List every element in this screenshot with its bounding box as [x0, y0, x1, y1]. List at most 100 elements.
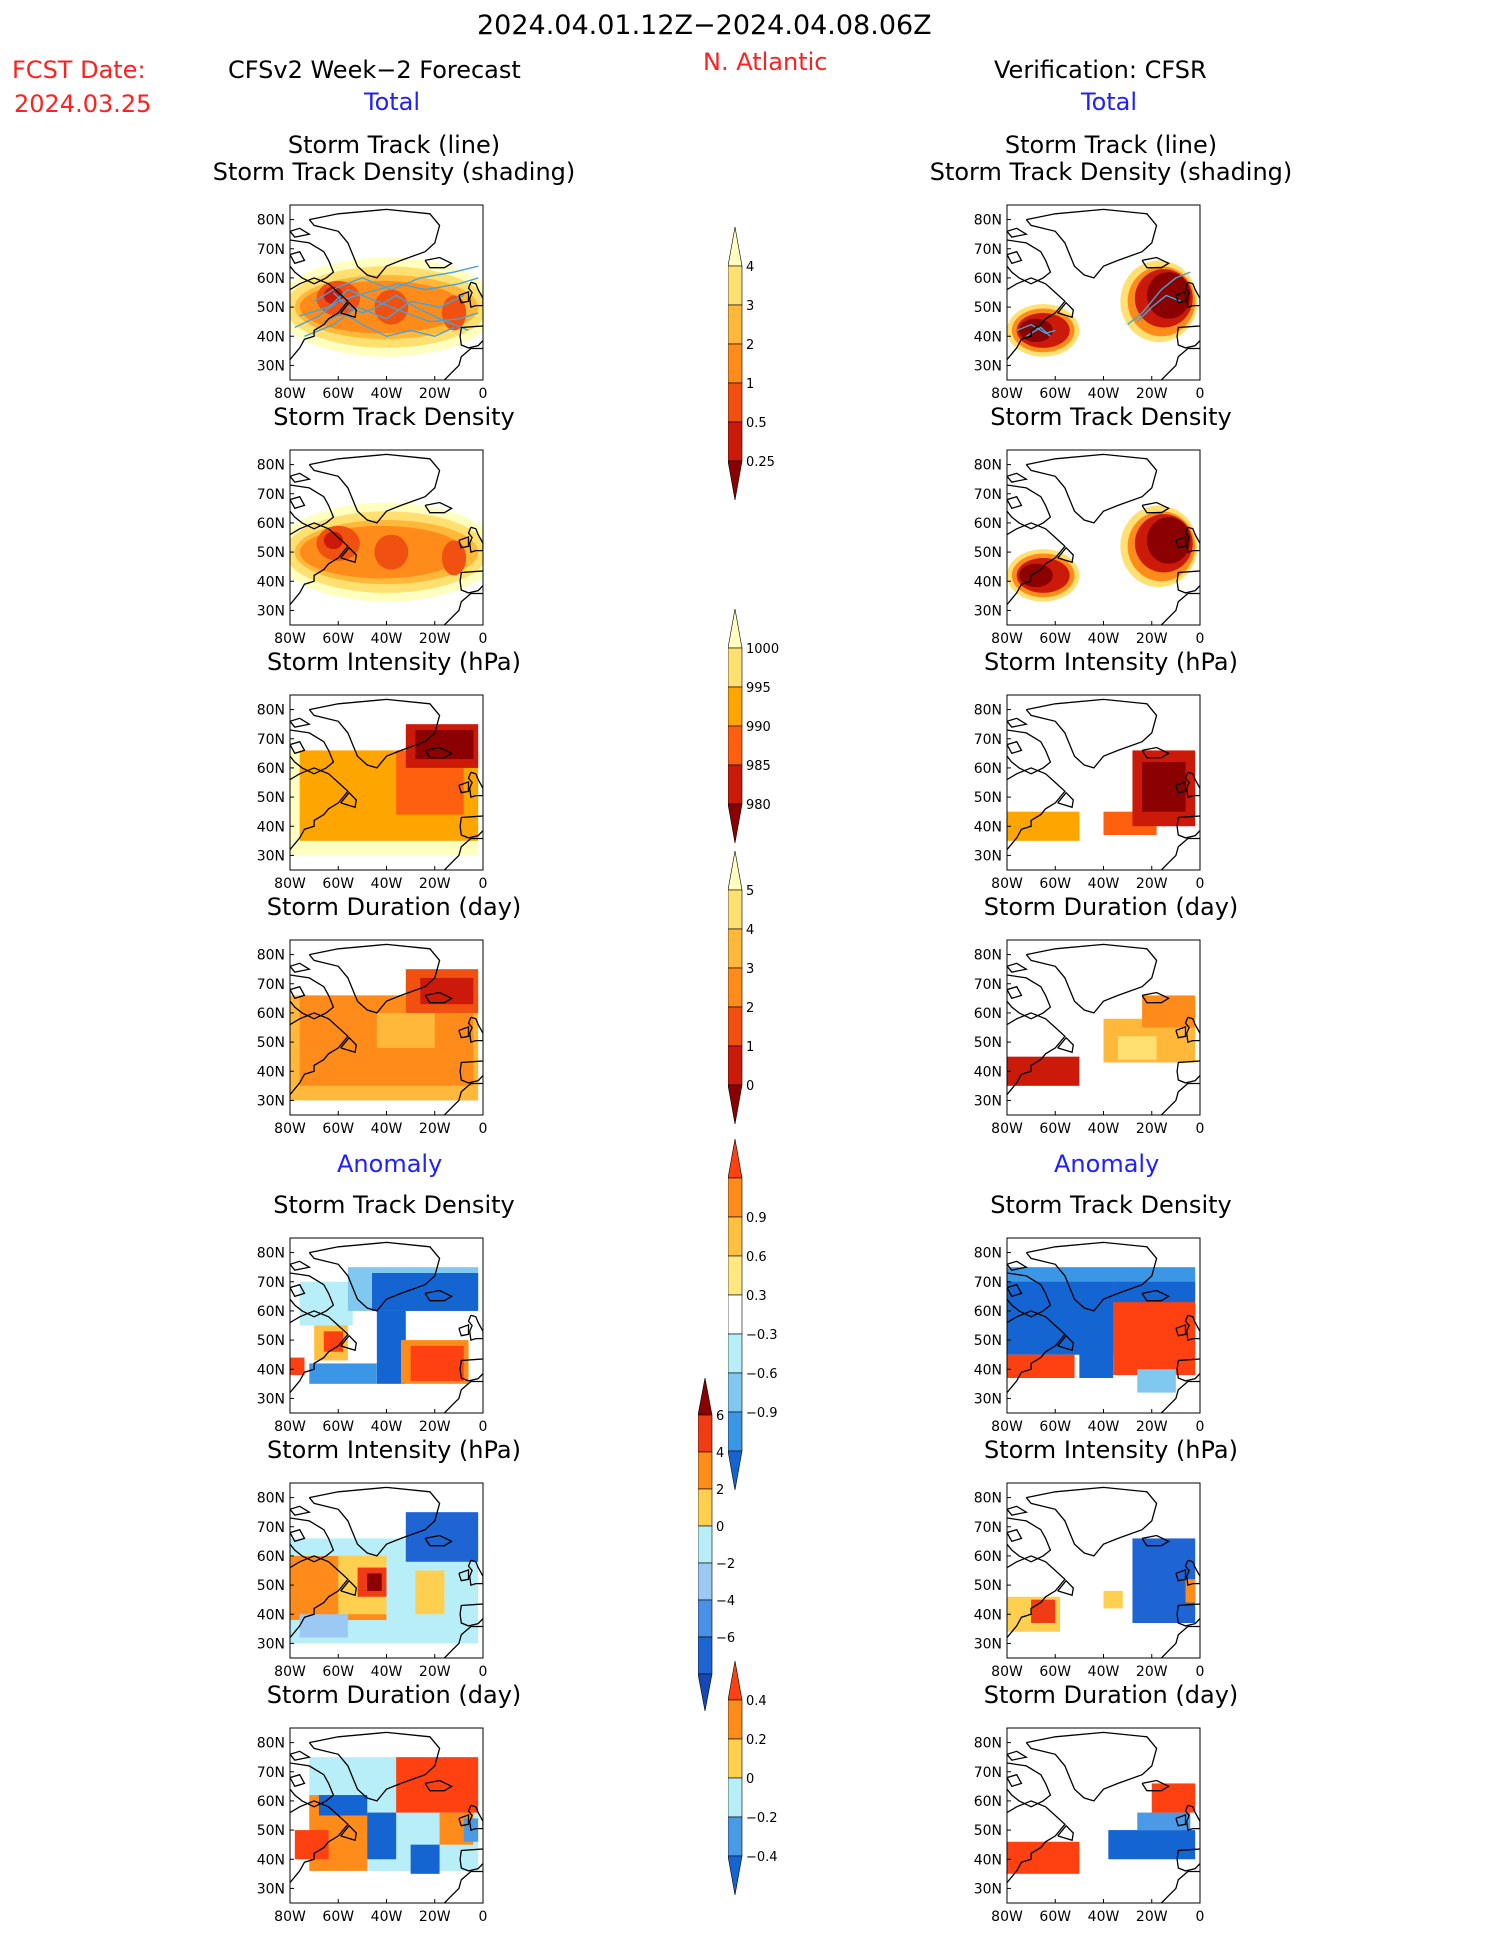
colorbar-arrow-top: [727, 608, 743, 649]
coastline: [340, 1579, 357, 1597]
x-tick-label: 60W: [322, 1664, 354, 1680]
colorbar-label: 0.2: [746, 1733, 767, 1748]
x-tick-label: 20W: [1136, 1419, 1168, 1435]
x-tick-label: 20W: [419, 1419, 451, 1435]
coastline: [1141, 1534, 1170, 1547]
colorbar-label: −0.4: [746, 1850, 778, 1865]
coastline: [1025, 208, 1158, 279]
density-shade: [1019, 563, 1053, 588]
coastline: [1007, 1517, 1052, 1563]
colorbar-segment: [697, 1525, 713, 1564]
y-tick-label: 40N: [974, 1064, 1002, 1080]
x-tick-label: 60W: [1039, 1121, 1071, 1137]
coastline: [467, 1016, 483, 1043]
coastline: [1057, 1036, 1074, 1054]
right-density-title: Storm Track Density: [990, 403, 1232, 431]
y-tick-label: 30N: [974, 1881, 1002, 1897]
y-tick-label: 40N: [974, 329, 1002, 345]
colorbar-segment: [727, 928, 743, 969]
y-tick-label: 30N: [974, 848, 1002, 864]
anomaly-cell: [318, 1795, 368, 1816]
coastline: [1175, 1323, 1187, 1337]
coastline: [1176, 1603, 1200, 1627]
coastline: [424, 746, 453, 759]
map-panel: 80N 70N 60N 50N 40N 30N 80W 60W 40W 20W 0: [257, 694, 487, 904]
left-track-title: Storm Track (line) Storm Track Density (s…: [212, 131, 576, 186]
forecast-title: CFSv2 Week−2 Forecast: [228, 56, 521, 84]
coastline: [290, 1528, 306, 1543]
coastline: [1007, 740, 1023, 755]
coastline: [458, 535, 470, 549]
coastline: [1007, 277, 1066, 363]
y-tick-label: 70N: [257, 1765, 285, 1781]
map-panel: 80N 70N 60N 50N 40N 30N 80W 60W 40W 20W 0: [974, 204, 1204, 414]
coastline: [290, 250, 306, 265]
colorbar-arrow-top: [727, 850, 743, 891]
colorbar-segment: [727, 725, 743, 766]
colorbar-segment: [727, 1216, 743, 1257]
anomaly-cell: [1079, 1325, 1114, 1378]
colorbar-label: 990: [746, 720, 771, 735]
coastline: [1007, 1310, 1066, 1396]
coastline: [1175, 1568, 1187, 1582]
coastline: [290, 472, 312, 483]
y-tick-label: 70N: [974, 242, 1002, 258]
coastline: [290, 495, 306, 510]
coastline: [1007, 227, 1029, 238]
coastline: [1160, 592, 1200, 625]
x-tick-label: 0: [1196, 1121, 1205, 1137]
colorbar-segment: [697, 1414, 713, 1453]
coastline: [1007, 985, 1023, 1000]
coastline: [290, 1517, 335, 1563]
x-tick-label: 60W: [1039, 1664, 1071, 1680]
coastline: [290, 1800, 349, 1886]
y-tick-label: 40N: [257, 1064, 285, 1080]
y-tick-label: 80N: [257, 213, 285, 229]
y-tick-label: 30N: [974, 358, 1002, 374]
anomaly-cell: [1007, 1354, 1075, 1378]
coastline: [1007, 495, 1023, 510]
colorbar-segment: [727, 265, 743, 306]
coastline: [1025, 453, 1158, 524]
left-density-title: Storm Track Density: [273, 403, 515, 431]
x-tick-label: 80W: [274, 631, 306, 647]
colorbar-label: −0.2: [746, 1811, 778, 1826]
coastline: [308, 1486, 441, 1557]
coastline: [1007, 250, 1023, 265]
colorbar-label: 6: [716, 1409, 724, 1424]
anomaly-cell: [1113, 1302, 1196, 1376]
coastline: [290, 1260, 312, 1271]
coastline: [1184, 1314, 1200, 1341]
coastline: [290, 522, 349, 608]
coastline: [290, 1505, 312, 1516]
colorbar-segment: [727, 889, 743, 930]
anomaly-cell: [1108, 1830, 1196, 1860]
coastline: [290, 484, 335, 530]
anomaly-cell: [376, 1310, 406, 1384]
coastline: [1160, 347, 1200, 380]
y-tick-label: 30N: [974, 1391, 1002, 1407]
storm-track-line: [304, 294, 465, 337]
y-tick-label: 70N: [257, 732, 285, 748]
x-tick-label: 80W: [274, 1121, 306, 1137]
y-tick-label: 30N: [257, 1881, 285, 1897]
coastline: [290, 227, 312, 238]
coastline: [1007, 717, 1029, 728]
coastline: [443, 1870, 483, 1903]
y-tick-label: 80N: [974, 1736, 1002, 1752]
x-tick-label: 20W: [419, 1909, 451, 1925]
density-shade: [374, 534, 409, 570]
y-tick-label: 40N: [974, 1852, 1002, 1868]
x-tick-label: 80W: [991, 876, 1023, 892]
colorbar-arrow-bottom: [727, 460, 743, 501]
density-shade: [323, 531, 344, 550]
map-panel: 80N 70N 60N 50N 40N 30N 80W 60W 40W 20W 0: [257, 1727, 487, 1937]
coastline: [458, 1568, 470, 1582]
x-tick-label: 0: [1196, 1909, 1205, 1925]
coastline: [290, 1283, 306, 1298]
y-tick-label: 70N: [974, 1275, 1002, 1291]
anomaly-cell: [1151, 1783, 1196, 1813]
coastline: [459, 1848, 483, 1872]
right-anom-intensity-title: Storm Intensity (hPa): [984, 1436, 1238, 1464]
coastline: [459, 1060, 483, 1084]
